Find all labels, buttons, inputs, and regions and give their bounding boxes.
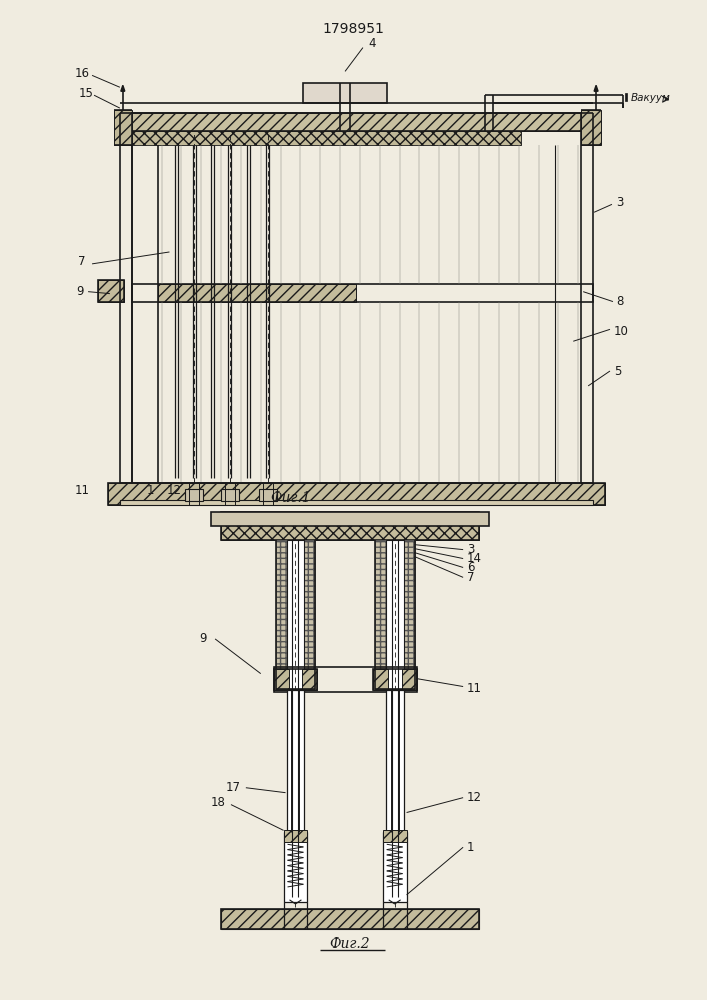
Bar (274, 669, 288, 690)
Bar (581, 110, 601, 145)
Bar (259, 489, 276, 501)
Bar (211, 512, 489, 526)
Bar (625, 93, 627, 101)
Text: 12: 12 (467, 791, 482, 804)
Text: 11: 11 (74, 484, 89, 497)
Bar (263, 483, 273, 505)
Text: Фиг.2: Фиг.2 (329, 937, 370, 951)
Text: 14: 14 (467, 552, 482, 565)
Text: 16: 16 (74, 67, 89, 80)
Text: 1: 1 (146, 484, 154, 497)
Bar (382, 832, 407, 902)
Bar (303, 83, 387, 103)
Bar (114, 110, 132, 145)
Text: 1: 1 (467, 841, 474, 854)
Bar (303, 669, 317, 690)
Text: 10: 10 (614, 325, 629, 338)
Bar (189, 483, 199, 505)
Text: 9: 9 (199, 632, 206, 645)
Bar (284, 830, 308, 842)
Polygon shape (389, 900, 401, 904)
Bar (286, 690, 305, 832)
Bar (221, 512, 479, 540)
Bar (382, 830, 407, 842)
Text: 8: 8 (616, 295, 624, 308)
Bar (375, 540, 414, 689)
Text: 3: 3 (467, 543, 474, 556)
Bar (132, 113, 581, 131)
Bar (274, 667, 416, 692)
Bar (221, 909, 479, 929)
Bar (373, 669, 416, 690)
Text: 7: 7 (467, 571, 474, 584)
Bar (132, 131, 520, 145)
Text: 7: 7 (78, 255, 86, 268)
Text: Вакуум: Вакуум (631, 93, 671, 103)
Bar (274, 669, 317, 690)
Bar (98, 280, 124, 302)
Bar (120, 500, 593, 505)
Bar (402, 669, 416, 690)
Polygon shape (594, 85, 598, 91)
Bar (284, 832, 308, 902)
Bar (221, 909, 479, 929)
Bar (185, 489, 203, 501)
Bar (386, 540, 404, 689)
Bar (221, 489, 239, 501)
Bar (276, 540, 315, 689)
Bar (108, 483, 605, 505)
Text: 17: 17 (226, 781, 241, 794)
Text: 5: 5 (614, 365, 621, 378)
Bar (98, 280, 124, 302)
Text: 12: 12 (166, 484, 182, 497)
Polygon shape (289, 900, 301, 904)
Bar (225, 483, 235, 505)
Bar (386, 690, 404, 832)
Text: 11: 11 (467, 682, 482, 695)
Bar (108, 483, 605, 505)
Text: 3: 3 (616, 196, 624, 209)
Polygon shape (121, 85, 125, 91)
Bar (158, 284, 356, 302)
Text: 18: 18 (211, 796, 226, 809)
Text: 15: 15 (78, 87, 93, 100)
Bar (373, 669, 387, 690)
Text: Фиг.1: Фиг.1 (270, 491, 311, 505)
Text: 1798951: 1798951 (322, 22, 384, 36)
Text: 9: 9 (76, 285, 83, 298)
Text: 4: 4 (368, 37, 375, 50)
Bar (286, 540, 305, 689)
Bar (132, 284, 593, 302)
Text: 6: 6 (467, 561, 474, 574)
Bar (221, 512, 479, 540)
